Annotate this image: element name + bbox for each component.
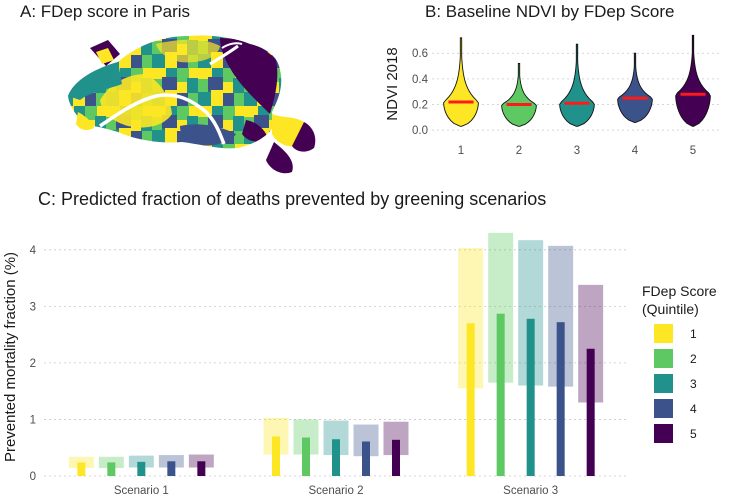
bar-3 <box>332 439 340 476</box>
y-axis-label: NDVI 2018 <box>384 47 401 120</box>
x-tick-label: 4 <box>632 145 639 157</box>
bar-5 <box>197 461 206 476</box>
ci-band-5 <box>188 454 214 468</box>
mortality-bar-chart: 0 1 2 3 4 Prevented mortality fraction (%) Sce… <box>2 232 717 497</box>
x-tick-label: Scenario 3 <box>503 485 558 497</box>
bar-3 <box>526 318 535 476</box>
violin-3 <box>559 43 595 127</box>
panel-b-title: B: Baseline NDVI by FDep Score <box>425 2 675 21</box>
ci-band-3 <box>128 455 154 468</box>
legend-title: FDep Score <box>642 283 717 299</box>
legend-label: 4 <box>690 402 697 416</box>
legend-label: 1 <box>690 327 697 341</box>
legend-swatch-1 <box>654 324 673 343</box>
bar-2 <box>302 437 310 476</box>
bar-2 <box>496 313 505 476</box>
y-tick-label: 0 <box>30 471 36 483</box>
bar-5 <box>586 348 595 476</box>
bar-4 <box>556 322 565 476</box>
legend-swatch-2 <box>654 349 673 368</box>
x-tick-label: 2 <box>516 145 522 157</box>
y-tick-label: 0.0 <box>412 125 428 137</box>
bar-2 <box>107 462 116 476</box>
x-tick-label: 5 <box>690 145 696 157</box>
bar-3 <box>137 461 146 476</box>
x-tick-label: 1 <box>458 145 464 157</box>
legend-title: (Quintile) <box>642 301 699 317</box>
y-tick-label: 3 <box>30 301 36 313</box>
legend-swatch-4 <box>654 399 673 418</box>
bar-5 <box>392 439 400 476</box>
violin-1 <box>443 37 479 127</box>
y-axis-label: Prevented mortality fraction (%) <box>2 252 19 462</box>
violin-4 <box>617 52 653 123</box>
y-tick-label: 0.6 <box>412 48 428 60</box>
legend-swatch-3 <box>654 374 673 393</box>
y-tick-label: 1 <box>30 414 36 426</box>
x-tick-label: Scenario 2 <box>309 485 364 497</box>
y-tick-label: 0.4 <box>412 74 429 86</box>
bar-4 <box>167 461 176 476</box>
legend-swatch-5 <box>654 424 673 443</box>
bar-4 <box>362 441 370 476</box>
paris-fdep-map <box>68 35 316 174</box>
legend-label: 5 <box>690 427 697 441</box>
violin-2 <box>501 63 537 127</box>
y-tick-label: 0.2 <box>412 100 428 112</box>
legend-label: 2 <box>690 352 697 366</box>
bar-1 <box>272 436 280 476</box>
ndvi-violin-plot: 0.0 0.2 0.4 0.6 NDVI 2018 1 2 3 4 5 <box>384 34 722 157</box>
y-tick-label: 2 <box>30 358 36 370</box>
violin-5 <box>675 34 711 127</box>
bar-1 <box>466 323 475 476</box>
bar-1 <box>77 462 86 476</box>
panel-c-title: C: Predicted fraction of deaths prevente… <box>38 189 547 209</box>
x-tick-label: 3 <box>574 145 580 157</box>
y-tick-label: 4 <box>30 245 37 257</box>
panel-a-title: A: FDep score in Paris <box>20 2 191 21</box>
x-tick-label: Scenario 1 <box>114 485 169 497</box>
legend-label: 3 <box>690 377 697 391</box>
